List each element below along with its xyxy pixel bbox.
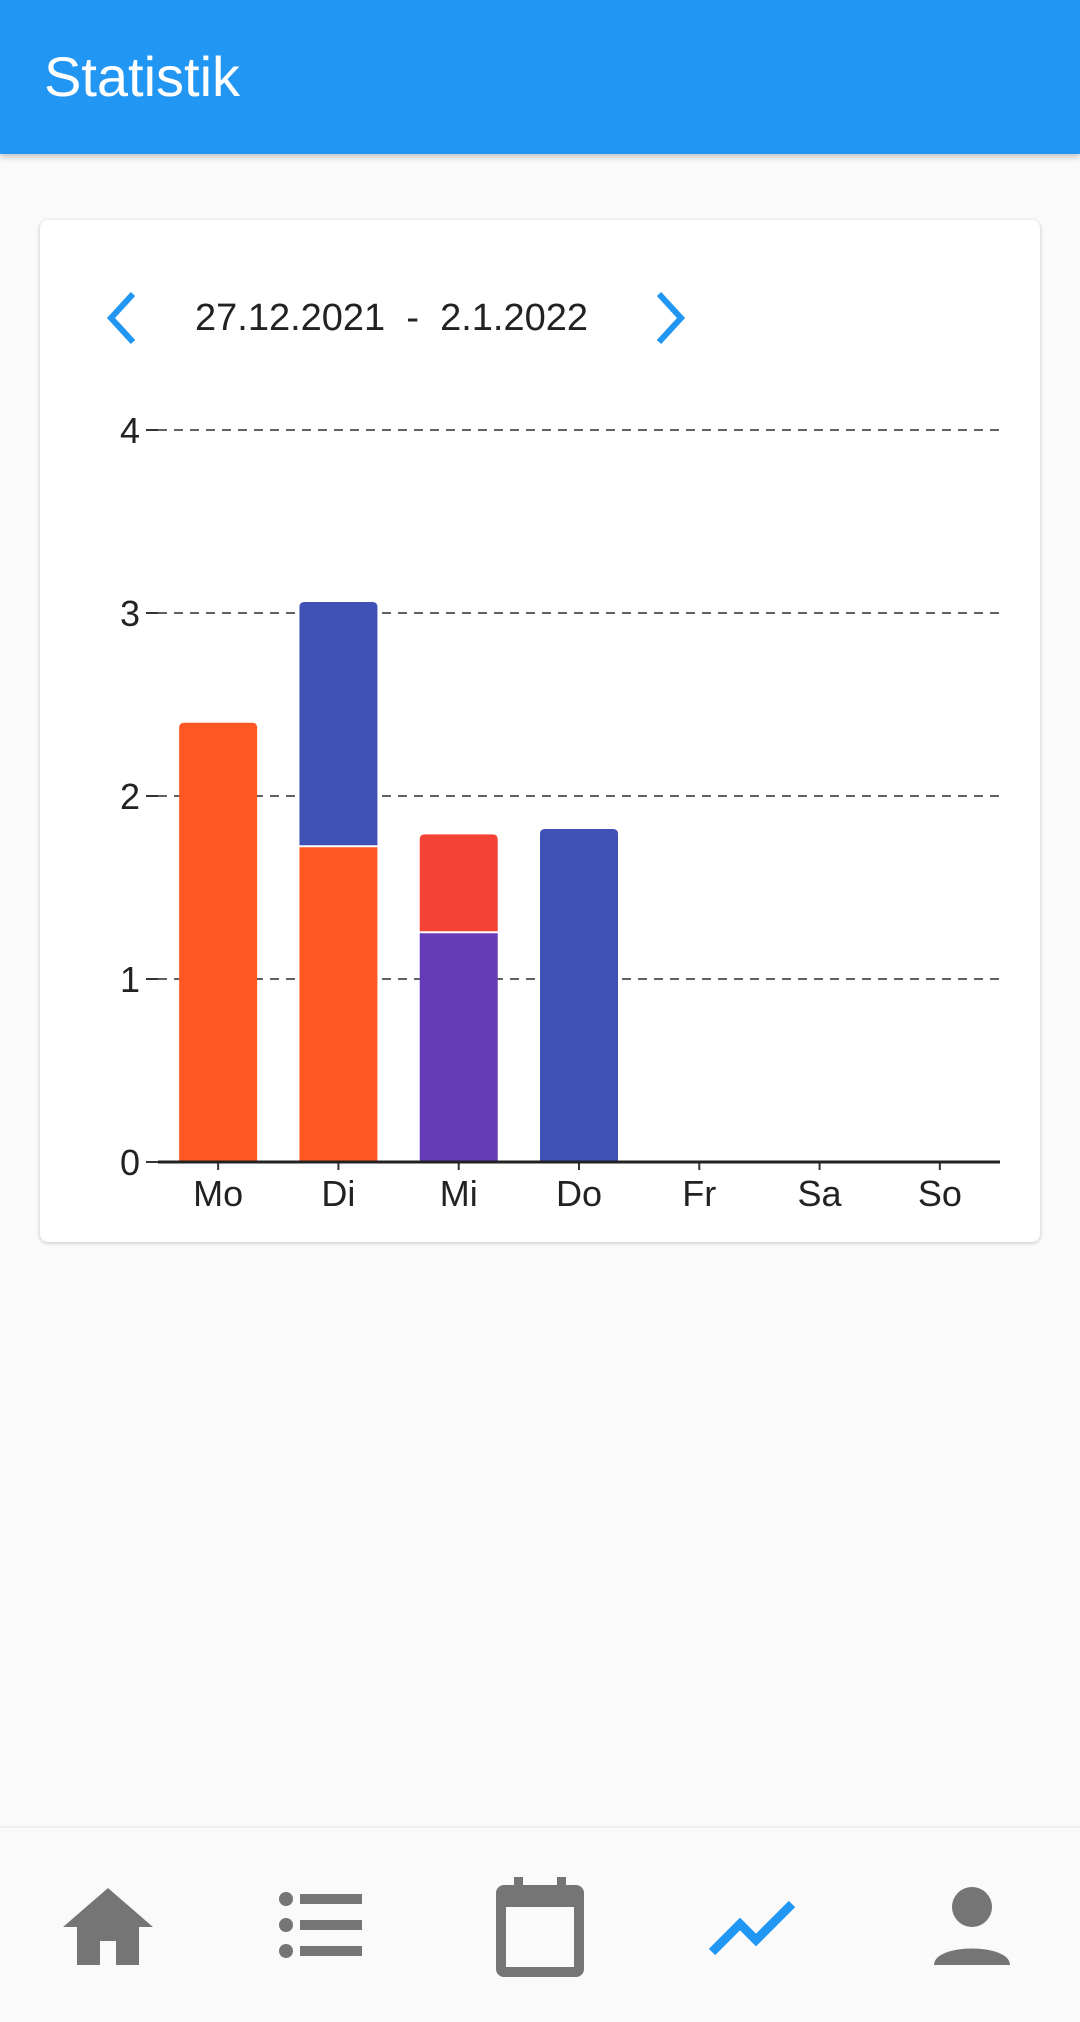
bar-segment [299,602,378,846]
week-range: 27.12.2021 - 2.1.2022 [195,288,645,348]
bar-segment [419,834,498,932]
chevron-right-icon [656,291,686,345]
bar-segment [540,828,618,1162]
home-icon [63,1888,153,1965]
next-week-button[interactable] [634,278,704,358]
nav-home[interactable] [48,1872,168,1982]
bottom-navigation [0,1828,1080,2022]
person-icon [934,1887,1010,1965]
y-tick-label: 3 [120,593,140,634]
page-title: Statistik [44,45,241,108]
y-tick-label: 1 [120,959,140,1000]
y-tick-label: 2 [120,776,140,817]
weekly-bar-chart: 0 1 2 3 4 Mo Di Mi Do Fr Sa So [120,410,1000,1214]
nav-profile[interactable] [912,1872,1032,1982]
bar-segment [419,933,498,1162]
nav-calendar[interactable] [480,1872,600,1982]
app-bar: Statistik [0,0,1080,154]
statistics-card: 27.12.2021 - 2.1.2022 0 1 2 3 4 Mo Di Mi Do Fr Sa S… [40,220,1040,1242]
nav-statistics[interactable] [696,1872,816,1982]
week-end-date: 2.1.2022 [440,297,589,339]
previous-week-button[interactable] [88,278,158,358]
calendar-icon [496,1877,584,1977]
trending-up-icon [708,1900,796,1956]
x-tick-label: So [918,1173,962,1214]
x-tick-label: Mo [193,1173,243,1214]
y-tick-label: 4 [120,410,140,451]
bar-segment [179,722,258,1162]
week-range-separator: - [406,297,419,339]
week-start-date: 27.12.2021 [195,297,386,339]
x-tick-label: Do [556,1173,602,1214]
y-tick-label: 0 [120,1142,140,1183]
x-tick-label: Fr [682,1173,716,1214]
x-tick-label: Sa [798,1173,843,1214]
x-tick-label: Mi [440,1173,478,1214]
bar-segment [299,847,378,1162]
x-tick-label: Di [321,1173,355,1214]
chevron-left-icon [106,291,136,345]
list-icon [279,1892,362,1958]
nav-list[interactable] [262,1872,382,1982]
